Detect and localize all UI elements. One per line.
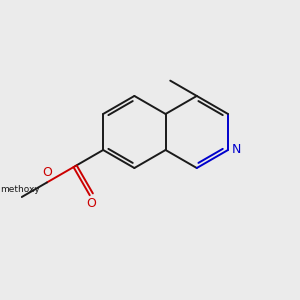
Text: O: O — [42, 166, 52, 179]
Text: methoxy: methoxy — [1, 185, 40, 194]
Text: N: N — [232, 143, 241, 157]
Text: O: O — [86, 197, 96, 210]
